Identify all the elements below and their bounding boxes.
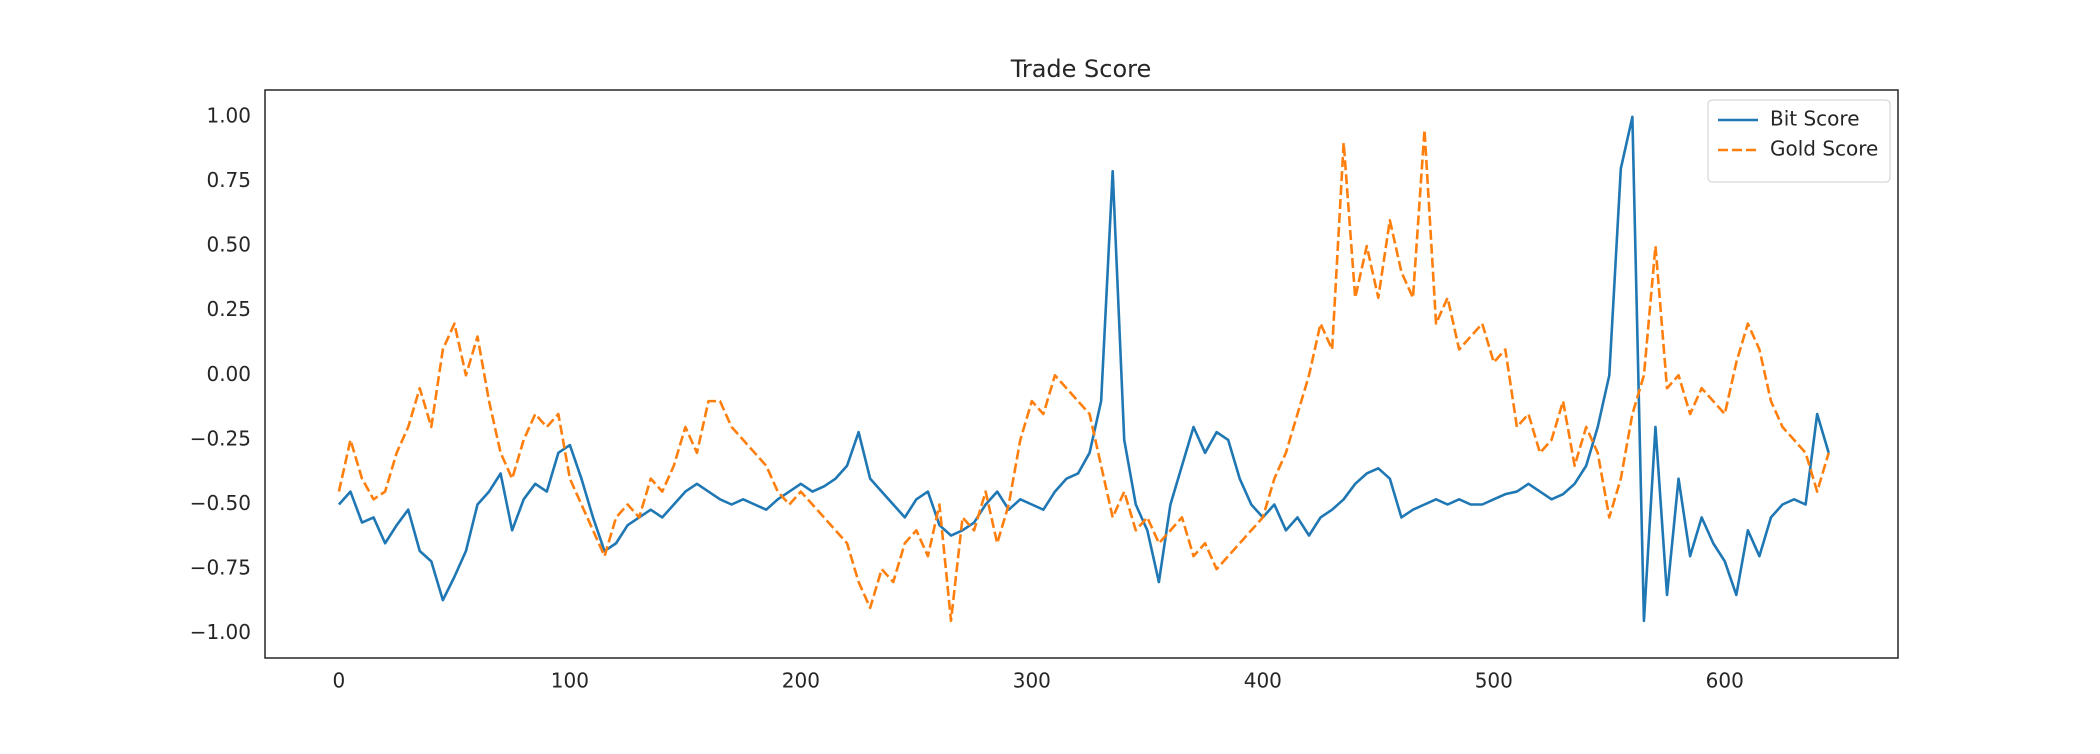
x-tick-label: 300 [1013,669,1051,693]
x-tick-label: 200 [782,669,820,693]
x-tick-label: 400 [1244,669,1282,693]
x-tick-label: 100 [551,669,589,693]
y-tick-label: 1.00 [206,103,251,127]
legend-label: Gold Score [1770,137,1878,161]
y-tick-label: −0.25 [190,426,251,450]
legend-label: Bit Score [1770,107,1860,131]
x-tick-label: 500 [1475,669,1513,693]
y-tick-label: −0.75 [190,556,251,580]
series-line [337,128,1830,623]
x-tick-label: 0 [333,669,346,693]
y-tick-label: −1.00 [190,620,251,644]
x-tick-label: 600 [1706,669,1744,693]
series-line [337,115,1830,623]
y-tick-label: 0.75 [206,168,251,192]
y-tick-label: −0.50 [190,491,251,515]
plot-area [264,89,1899,659]
chart-title: Trade Score [1010,55,1152,83]
y-tick-label: 0.00 [206,362,251,386]
y-tick-label: 0.25 [206,297,251,321]
y-tick-label: 0.50 [206,233,251,257]
